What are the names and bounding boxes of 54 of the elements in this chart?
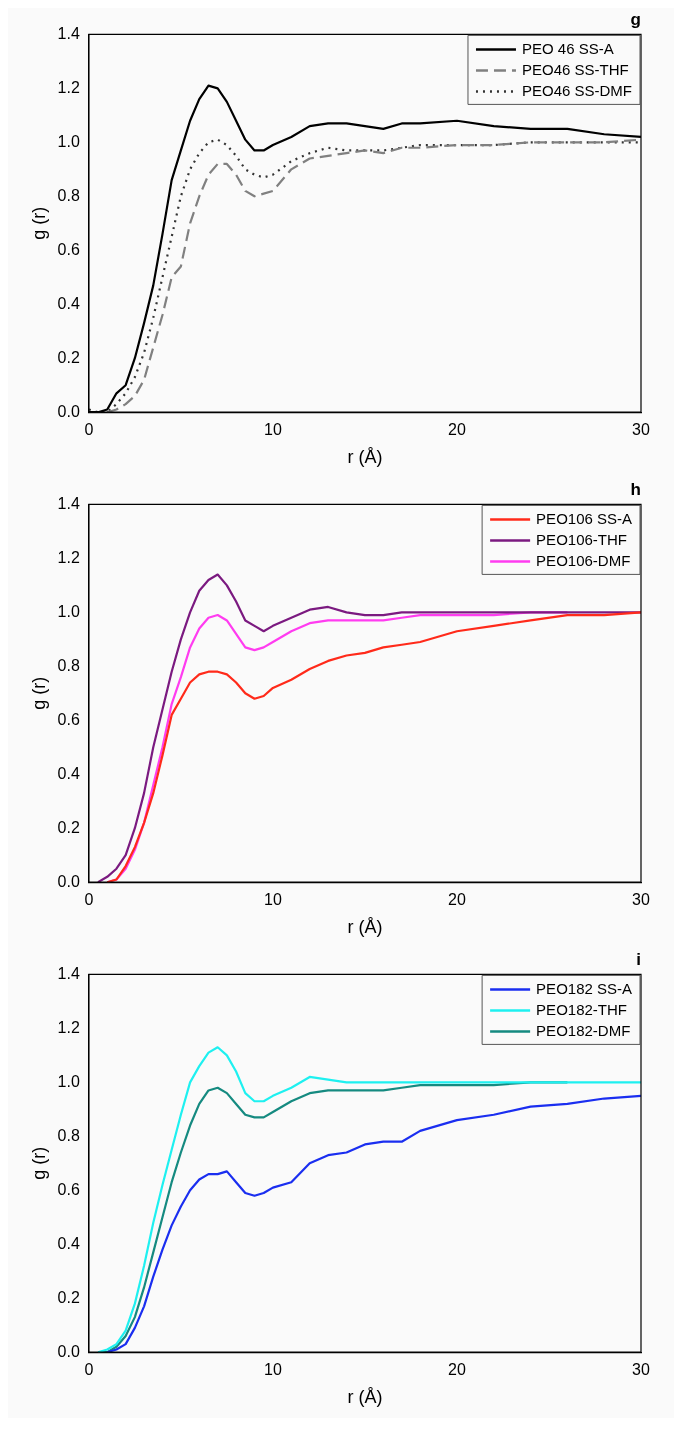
x-tick-label: 30 <box>632 891 650 909</box>
y-tick-label: 0.2 <box>57 818 80 836</box>
x-tick-label: 20 <box>448 1361 466 1379</box>
x-tick-label: 20 <box>448 421 466 439</box>
legend-label: PEO106-DMF <box>536 551 631 569</box>
x-tick-label: 30 <box>632 1361 650 1379</box>
x-axis-title: r (Å) <box>347 1387 383 1408</box>
y-tick-label: 0.4 <box>57 1234 80 1252</box>
y-tick-label: 0.0 <box>57 402 80 420</box>
y-axis-title: g (r) <box>28 1146 49 1180</box>
y-tick-label: 0.6 <box>57 1180 80 1198</box>
y-tick-label: 0.4 <box>57 764 80 782</box>
legend-label: PEO46 SS-THF <box>521 60 629 78</box>
y-tick-label: 1.0 <box>57 1072 80 1090</box>
y-tick-label: 1.4 <box>57 494 80 512</box>
y-tick-label: 0.6 <box>57 710 80 728</box>
legend-label: PEO182-THF <box>536 1000 627 1018</box>
y-tick-label: 1.0 <box>57 132 80 150</box>
y-tick-label: 0.0 <box>57 872 80 890</box>
y-tick-label: 0.4 <box>57 294 80 312</box>
y-tick-label: 1.4 <box>57 964 80 982</box>
y-tick-label: 0.2 <box>57 1288 80 1306</box>
x-tick-label: 10 <box>264 891 282 909</box>
y-tick-label: 0.8 <box>57 656 80 674</box>
chart-title: h <box>630 479 641 499</box>
y-axis-title: g (r) <box>28 206 49 240</box>
x-tick-label: 0 <box>84 891 94 909</box>
y-tick-label: 0.6 <box>57 240 80 258</box>
x-tick-label: 30 <box>632 421 650 439</box>
y-axis-title: g (r) <box>28 676 49 710</box>
y-tick-label: 1.0 <box>57 602 80 620</box>
x-axis-title: r (Å) <box>347 447 383 468</box>
x-tick-label: 20 <box>448 891 466 909</box>
legend-label: PEO 46 SS-A <box>521 39 614 57</box>
y-tick-label: 1.2 <box>57 1018 80 1036</box>
y-tick-label: 0.8 <box>57 186 80 204</box>
legend-label: PEO46 SS-DMF <box>521 81 633 99</box>
y-tick-label: 1.4 <box>57 24 80 42</box>
chart-title: g <box>630 9 641 29</box>
y-tick-label: 0.2 <box>57 348 80 366</box>
y-tick-label: 0.8 <box>57 1126 80 1144</box>
y-tick-label: 1.2 <box>57 548 80 566</box>
legend-label: PEO182 SS-A <box>536 979 633 997</box>
x-axis-title: r (Å) <box>347 917 383 938</box>
x-tick-label: 10 <box>264 1361 282 1379</box>
legend-label: PEO182-DMF <box>536 1021 631 1039</box>
y-tick-label: 0.0 <box>57 1342 80 1360</box>
legend-label: PEO106-THF <box>536 530 627 548</box>
legend-label: PEO106 SS-A <box>536 509 633 527</box>
chart-title: i <box>636 949 641 969</box>
x-tick-label: 10 <box>264 421 282 439</box>
x-tick-label: 0 <box>84 1361 94 1379</box>
y-tick-label: 1.2 <box>57 78 80 96</box>
x-tick-label: 0 <box>84 421 94 439</box>
